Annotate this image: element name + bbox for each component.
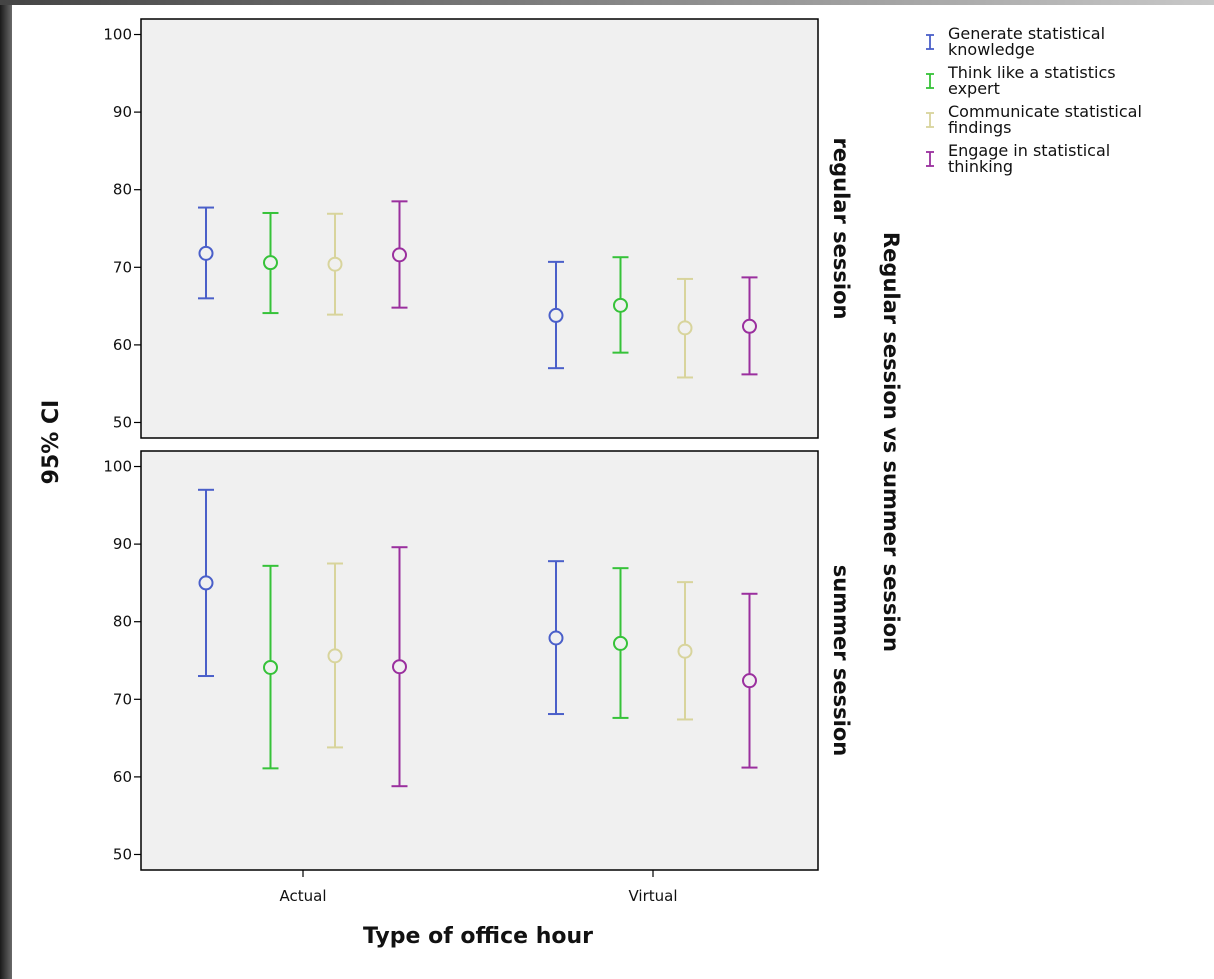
marks-layer [198, 200, 758, 788]
legend-item-3: Communicate statistical findings [926, 102, 1142, 137]
legend-label: Generate statistical knowledge [948, 24, 1105, 59]
error-bar-regular-session-actual-series-1 [198, 206, 214, 300]
legend-label: Communicate statistical findings [948, 102, 1142, 137]
y-tick-label: 50 [113, 845, 132, 863]
y-tick-label: 100 [103, 458, 132, 476]
y-tick-label: 70 [113, 258, 132, 276]
y-tick-label: 60 [113, 336, 132, 354]
panel-2-background [140, 450, 819, 871]
y-tick-label: 90 [113, 535, 132, 553]
legend-item-1: Generate statistical knowledge [926, 24, 1105, 59]
mean-marker [198, 245, 214, 261]
mean-marker [263, 255, 278, 271]
mean-marker [327, 648, 343, 664]
window-edge-top [0, 0, 1214, 5]
error-bar-summer-session-actual-series-1 [198, 488, 214, 678]
mean-marker [548, 630, 564, 646]
error-bar-regular-session-virtual-series-1 [548, 260, 564, 370]
error-bar-regular-session-virtual-series-2 [612, 256, 629, 354]
error-bar-summer-session-virtual-series-4 [741, 592, 758, 769]
y-tick-label: 80 [113, 181, 132, 199]
y-tick-label: 70 [113, 690, 132, 708]
y-tick-label: 60 [113, 768, 132, 786]
error-bar-summer-session-virtual-series-3 [677, 581, 693, 721]
window-edge-left [0, 0, 12, 979]
mean-marker [613, 635, 628, 651]
mean-marker [263, 659, 278, 675]
error-bar-regular-session-virtual-series-3 [677, 277, 693, 379]
row-group-title: Regular session vs summer session [879, 232, 903, 652]
mean-marker [392, 659, 407, 675]
mean-marker [677, 643, 693, 659]
mean-marker [392, 247, 407, 263]
mean-marker [613, 297, 628, 313]
x-tick-label: Actual [280, 887, 327, 905]
mean-marker [198, 575, 214, 591]
error-bar-regular-session-virtual-series-4 [741, 276, 758, 376]
panel-2-label: summer session [829, 565, 853, 756]
panels-layer [134, 18, 819, 877]
x-tick-label: Virtual [628, 887, 677, 905]
mean-marker [742, 318, 757, 334]
y-tick-label: 100 [103, 26, 132, 44]
y-tick-label: 90 [113, 103, 132, 121]
labels-layer: 95% CI Type of office hour Regular sessi… [39, 26, 903, 949]
error-bar-summer-session-virtual-series-2 [612, 567, 629, 719]
error-bar-summer-session-virtual-series-1 [548, 560, 564, 716]
error-bar-summer-session-actual-series-2 [262, 564, 279, 770]
legend-label: Engage in statistical thinking [948, 141, 1110, 176]
y-tick-label: 80 [113, 613, 132, 631]
legend: Generate statistical knowledge Think like … [926, 24, 1142, 176]
y-tick-label: 50 [113, 413, 132, 431]
mean-marker [742, 673, 757, 689]
mean-marker [548, 307, 564, 323]
panel-1-background [140, 18, 819, 439]
legend-label: Think like a statistics expert [947, 63, 1116, 98]
legend-item-4: Engage in statistical thinking [926, 141, 1110, 176]
error-bar-regular-session-actual-series-2 [262, 211, 279, 315]
error-bar-regular-session-actual-series-3 [327, 212, 343, 316]
x-axis-title: Type of office hour [363, 924, 593, 949]
error-bar-summer-session-actual-series-3 [327, 562, 343, 749]
panel-1-label: regular session [829, 138, 853, 320]
y-axis-title: 95% CI [39, 400, 64, 485]
mean-marker [327, 256, 343, 272]
mean-marker [677, 320, 693, 336]
legend-item-2: Think like a statistics expert [926, 63, 1116, 98]
error-bar-summer-session-actual-series-4 [391, 546, 408, 788]
error-bar-regular-session-actual-series-4 [391, 200, 408, 309]
